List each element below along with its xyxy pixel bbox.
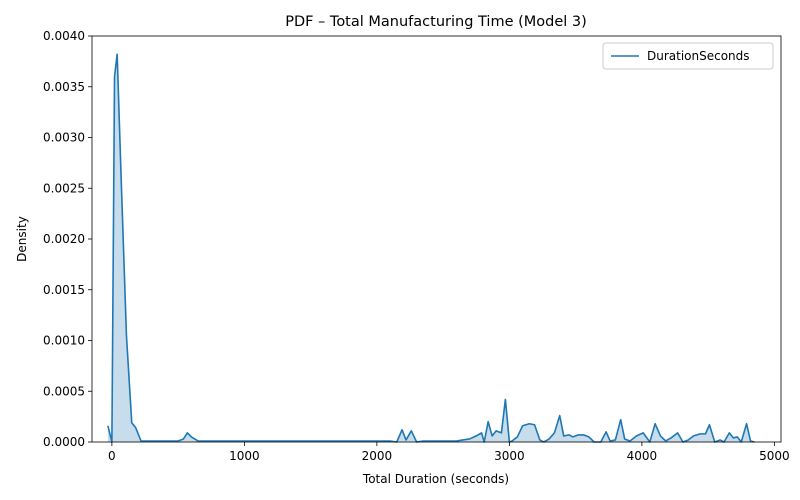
axes-frame [91, 35, 782, 443]
x-tick-label: 0 [108, 449, 116, 463]
legend-box [602, 42, 774, 70]
x-tick-label: 5000 [759, 449, 790, 463]
density-line [107, 53, 755, 443]
y-tick-label: 0.0005 [43, 384, 85, 398]
plot-area [107, 53, 755, 443]
x-tick-label: 4000 [627, 449, 658, 463]
chart-title: PDF – Total Manufacturing Time (Model 3) [285, 14, 587, 30]
x-tick-label: 2000 [362, 449, 393, 463]
y-tick-label: 0.0040 [43, 29, 85, 43]
y-axis: 0.0000 0.0005 0.0010 0.0015 0.0020 0.0025 0.00… [43, 29, 92, 449]
x-axis-title: Total Duration (seconds) [362, 472, 509, 486]
legend-label: DurationSeconds [647, 49, 750, 63]
y-tick-label: 0.0000 [43, 435, 85, 449]
y-tick-label: 0.0030 [43, 131, 85, 145]
y-axis-title: Density [15, 216, 29, 262]
x-tick-label: 1000 [229, 449, 260, 463]
y-tick-label: 0.0035 [43, 80, 85, 94]
y-tick-label: 0.0020 [43, 232, 85, 246]
y-tick-label: 0.0015 [43, 283, 85, 297]
legend: DurationSeconds [602, 42, 774, 70]
x-tick-label: 3000 [494, 449, 525, 463]
y-tick-label: 0.0025 [43, 181, 85, 195]
y-tick-label: 0.0010 [43, 334, 85, 348]
density-area-fill [107, 54, 755, 443]
x-axis: 0 1000 2000 3000 4000 5000 [108, 442, 790, 463]
